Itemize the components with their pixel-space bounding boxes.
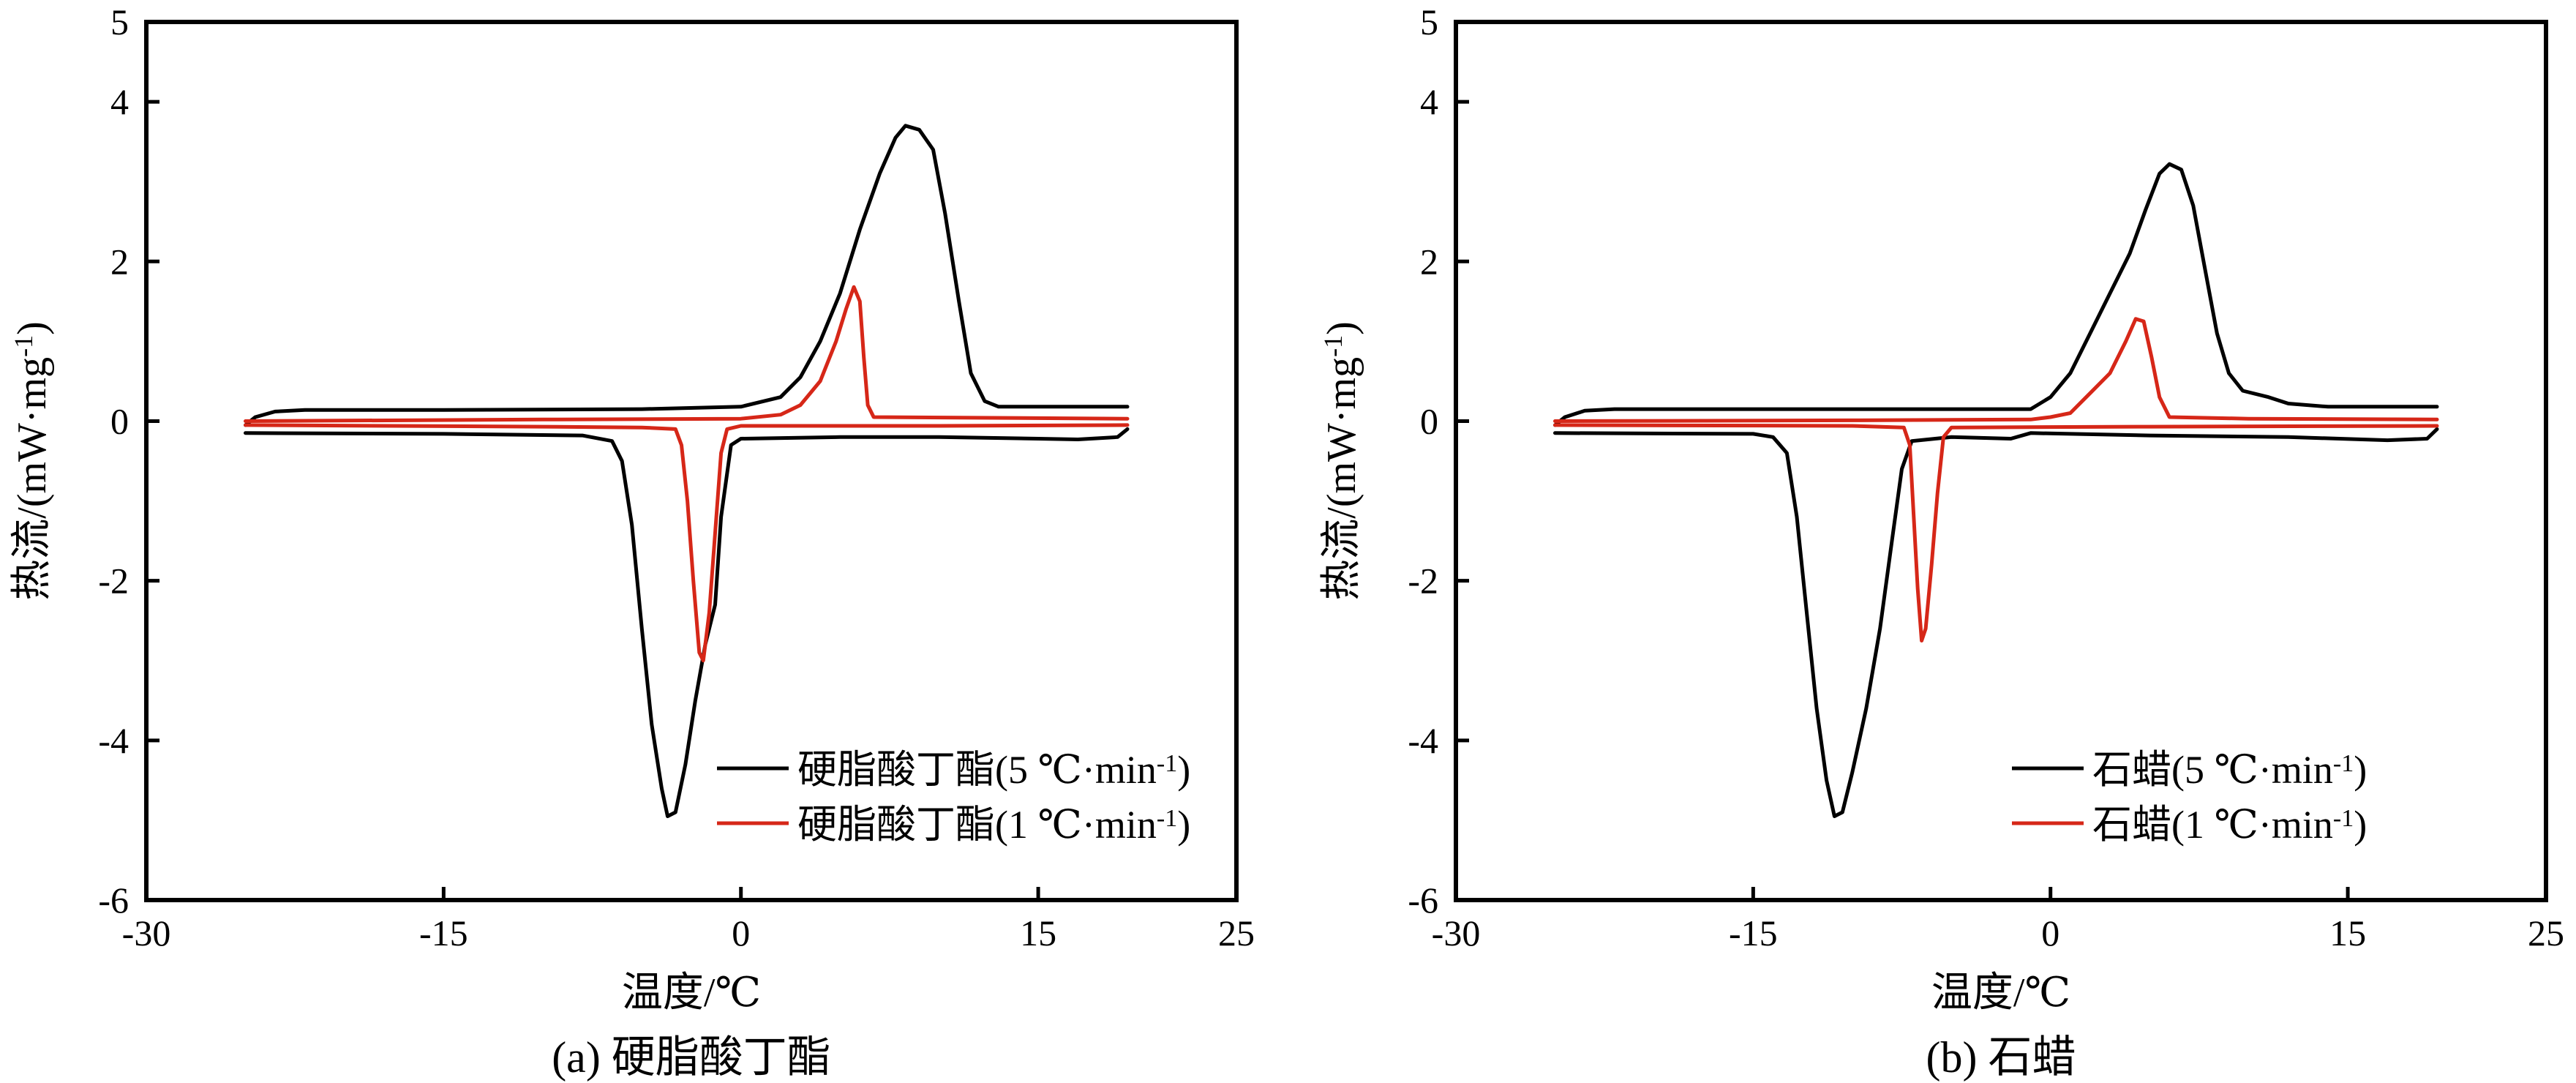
panel-b-curve-5c-min-cooling	[1553, 427, 2439, 818]
panel-a-plot-frame	[144, 20, 1239, 902]
panel-a-x-axis-label: 温度/℃	[622, 970, 761, 1016]
panel-a-curve-5c-min-cooling	[244, 427, 1130, 818]
panel-b-legend-label-5-main: 石蜡(5 ℃·min	[2092, 748, 2333, 792]
panel-a-legend-label-5-main: 硬脂酸丁酯(5 ℃·min	[797, 748, 1157, 792]
panel-b-curve-1c-min-heating	[1553, 317, 2439, 423]
panel-b-curve-5c-min-heating	[1553, 162, 2439, 427]
panel-b-y-axis-label-main: 热流/(mW·mg	[1319, 357, 1364, 601]
panel-b-y-axis-label: 热流/(mW·mg-1)	[1318, 321, 1364, 600]
panel-a-y-axis-label: 热流/(mW·mg-1)	[9, 321, 55, 600]
panel-b-x-tick-label-25: 25	[2528, 913, 2564, 953]
panel-a-y-axis-label-sup: -1	[9, 335, 38, 357]
panel-a-x-tick-label-15: 15	[1020, 913, 1056, 953]
panel-a-legend-label-5-end: )	[1177, 748, 1190, 792]
panel-a-y-tick-label-2: 2	[110, 241, 129, 282]
panel-a-x-tick-label--30: -30	[122, 913, 171, 953]
panel-a-legend-label-1-main: 硬脂酸丁酯(1 ℃·min	[797, 803, 1157, 847]
panel-a-y-tick-label-4: 4	[110, 81, 129, 122]
panel-b-series	[1553, 162, 2439, 818]
panel-b-x-tick-label--30: -30	[1432, 913, 1481, 953]
panel-b-legend-label-5-end: )	[2354, 748, 2367, 792]
panel-a-ticks: -30 -15 0 15 25 -6 -4 -2 0 2 4 5	[98, 1, 1255, 953]
panel-b-legend-label-1: 石蜡(1 ℃·min-1)	[2092, 803, 2367, 847]
panel-a-x-tick-label-0: 0	[732, 913, 750, 953]
panel-a-curve-1c-min-heating	[244, 285, 1130, 423]
panel-b-y-tick-label--4: -4	[1408, 720, 1438, 761]
panel-b-legend-label-1-end: )	[2354, 803, 2367, 847]
panel-b-legend-label-5-sup: -1	[2333, 750, 2354, 777]
panel-b-x-tick-label-15: 15	[2329, 913, 2366, 953]
panel-a-legend-label-5-sup: -1	[1157, 750, 1177, 777]
panel-b-plot-frame	[1454, 20, 2548, 902]
panel-b-legend: 石蜡(5 ℃·min-1) 石蜡(1 ℃·min-1)	[2012, 748, 2367, 847]
panel-b-y-tick-label-2: 2	[1420, 241, 1438, 282]
panel-b-y-axis-label-sup: -1	[1318, 335, 1348, 357]
panel-a-y-tick-label-0: 0	[110, 400, 129, 441]
panel-a-legend: 硬脂酸丁酯(5 ℃·min-1) 硬脂酸丁酯(1 ℃·min-1)	[717, 748, 1190, 847]
panel-a-legend-label-1: 硬脂酸丁酯(1 ℃·min-1)	[797, 803, 1190, 847]
panel-b-y-tick-label--2: -2	[1408, 561, 1438, 602]
panel-b-x-tick-label-0: 0	[2041, 913, 2059, 953]
panel-b-x-axis-label: 温度/℃	[1931, 970, 2070, 1016]
panel-a-y-tick-label--2: -2	[98, 561, 129, 602]
panel-b-caption: (b) 石蜡	[1926, 1033, 2076, 1082]
panel-b-curve-1c-min-cooling	[1553, 423, 2439, 642]
panel-b-x-tick-label--15: -15	[1729, 913, 1778, 953]
panel-a-y-axis-label-end: )	[10, 321, 55, 335]
panel-b-y-tick-label-4: 4	[1420, 81, 1438, 122]
panel-a-caption: (a) 硬脂酸丁酯	[552, 1033, 831, 1082]
panel-b-y-tick-label--6: -6	[1408, 880, 1438, 921]
panel-b-legend-label-1-sup: -1	[2333, 805, 2354, 832]
panel-b-ticks: -30 -15 0 15 25 -6 -4 -2 0 2 4 5	[1408, 1, 2564, 953]
panel-b-y-tick-label-5: 5	[1420, 1, 1438, 42]
panel-a-y-tick-label--4: -4	[98, 720, 129, 761]
panel-a-x-tick-label--15: -15	[419, 913, 468, 953]
panel-a-legend-label-1-end: )	[1177, 803, 1190, 847]
panel-a-y-tick-label-5: 5	[110, 1, 129, 42]
panel-b-y-tick-label-0: 0	[1420, 400, 1438, 441]
panel-b-legend-label-5: 石蜡(5 ℃·min-1)	[2092, 748, 2367, 792]
panel-a-x-tick-label-25: 25	[1218, 913, 1255, 953]
panel-b-legend-label-1-main: 石蜡(1 ℃·min	[2092, 803, 2333, 847]
panel-a-series	[244, 124, 1130, 818]
panel-a-legend-label-5: 硬脂酸丁酯(5 ℃·min-1)	[797, 748, 1190, 792]
panel-a-curve-5c-min-heating	[244, 124, 1130, 427]
panel-a-curve-1c-min-cooling	[244, 423, 1130, 663]
panel-a-y-axis-label-main: 热流/(mW·mg	[10, 357, 55, 601]
panel-a-y-tick-label--6: -6	[98, 880, 129, 921]
panel-b-y-axis-label-end: )	[1319, 321, 1364, 335]
panel-a-legend-label-1-sup: -1	[1157, 805, 1177, 832]
